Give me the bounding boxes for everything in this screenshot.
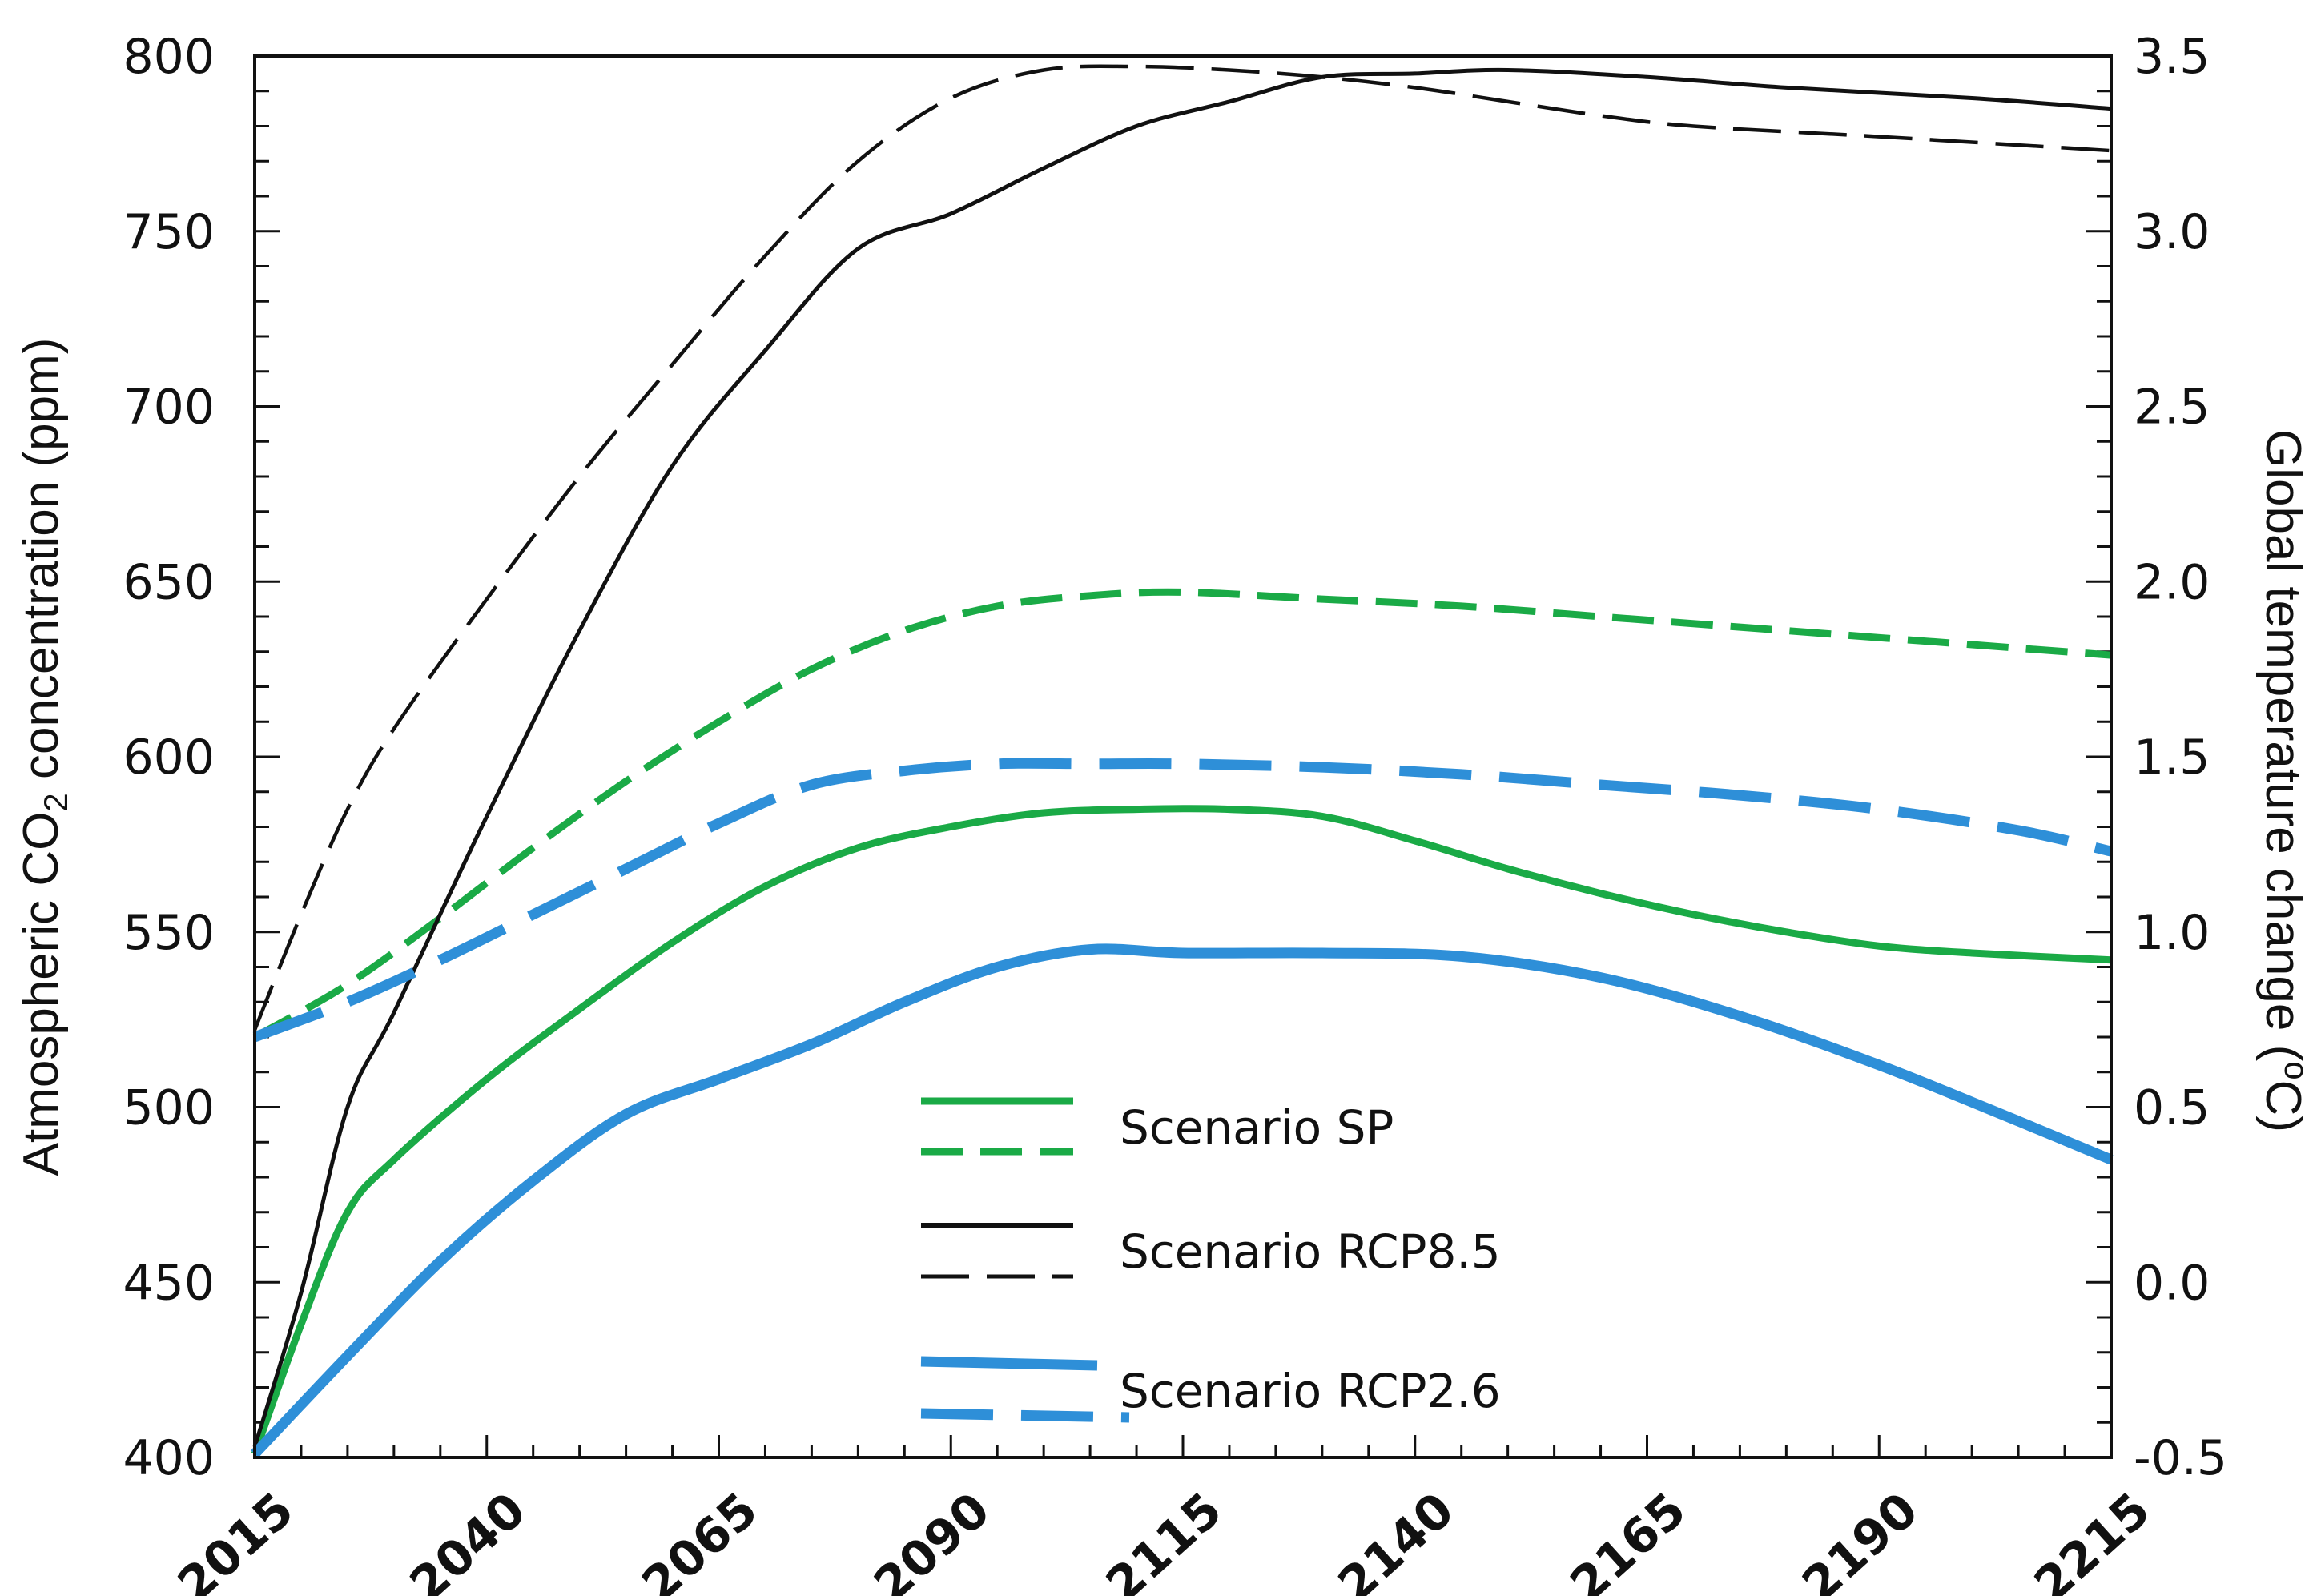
- minor-ticks: [255, 90, 2111, 1457]
- y-left-axis-title: Atmospheric CO2 concentration (ppm): [14, 338, 74, 1176]
- y-right-tick-label: 3.0: [2134, 204, 2210, 260]
- sp-co2-line: [251, 805, 2112, 1456]
- y-left-tick-label: 550: [123, 905, 215, 961]
- y-right-tick-label: 3.5: [2134, 29, 2210, 85]
- legend-label-rcp85: Scenario RCP8.5: [1120, 1224, 1501, 1279]
- y-left-tick-label: 700: [123, 380, 215, 436]
- y-right-axis-title-part2: C): [2255, 1080, 2311, 1132]
- y-right-tick-label: 2.5: [2134, 380, 2210, 436]
- y-right-tick-label: 0.0: [2134, 1255, 2210, 1311]
- y-right-tick-label: 1.5: [2134, 730, 2210, 786]
- legend-rcp26-solid-swatch: [920, 1356, 1098, 1371]
- legend-label-rcp26: Scenario RCP2.6: [1120, 1364, 1501, 1418]
- major-ticks: [253, 54, 2113, 1459]
- y-right-axis-title-superscript: o: [2279, 1061, 2316, 1079]
- y-right-tick-label: 0.5: [2134, 1080, 2210, 1136]
- legend-rcp26-dashed-swatch: [920, 1408, 1130, 1423]
- rcp26-co2-line: [251, 943, 2114, 1458]
- y-left-tick-label: 500: [123, 1080, 215, 1136]
- y-right-tick-label: -0.5: [2134, 1430, 2227, 1486]
- y-right-tick-label: 1.0: [2134, 905, 2210, 961]
- rcp85-temperature-line: [252, 64, 2112, 1031]
- y-right-axis-title-part1: Global temperature change (: [2255, 429, 2311, 1062]
- y-left-tick-label: 400: [123, 1430, 215, 1486]
- right-tick-labels: -0.5 0.0 0.5 1.0 1.5 2.0 2.5 3.0 3.5: [2134, 29, 2227, 1486]
- y-left-axis-title-subscript: 2: [37, 793, 74, 811]
- y-left-axis-title-part1: Atmospheric CO: [14, 812, 69, 1176]
- series-layer: [251, 64, 2114, 1458]
- y-left-axis-title-part2: concentration (ppm): [14, 338, 69, 794]
- legend: Scenario SP Scenario RCP8.5 Scenario RCP…: [920, 1097, 1501, 1423]
- y-left-tick-label: 600: [123, 730, 215, 786]
- y-left-tick-label: 800: [123, 29, 215, 85]
- left-tick-labels: 400 450 500 550 600 650 700 750 800: [123, 29, 215, 1486]
- y-right-tick-label: 2.0: [2134, 554, 2210, 610]
- y-left-tick-label: 650: [123, 554, 215, 610]
- legend-label-sp: Scenario SP: [1120, 1100, 1394, 1155]
- y-left-tick-label: 450: [123, 1255, 215, 1311]
- rcp85-co2-line: [252, 67, 2112, 1448]
- y-left-tick-label: 750: [123, 204, 215, 260]
- y-right-axis-title: Global temperature change (oC): [2255, 429, 2316, 1132]
- rcp26-temperature-line: [252, 758, 2113, 1043]
- sp-temperature-line: [252, 588, 2112, 1040]
